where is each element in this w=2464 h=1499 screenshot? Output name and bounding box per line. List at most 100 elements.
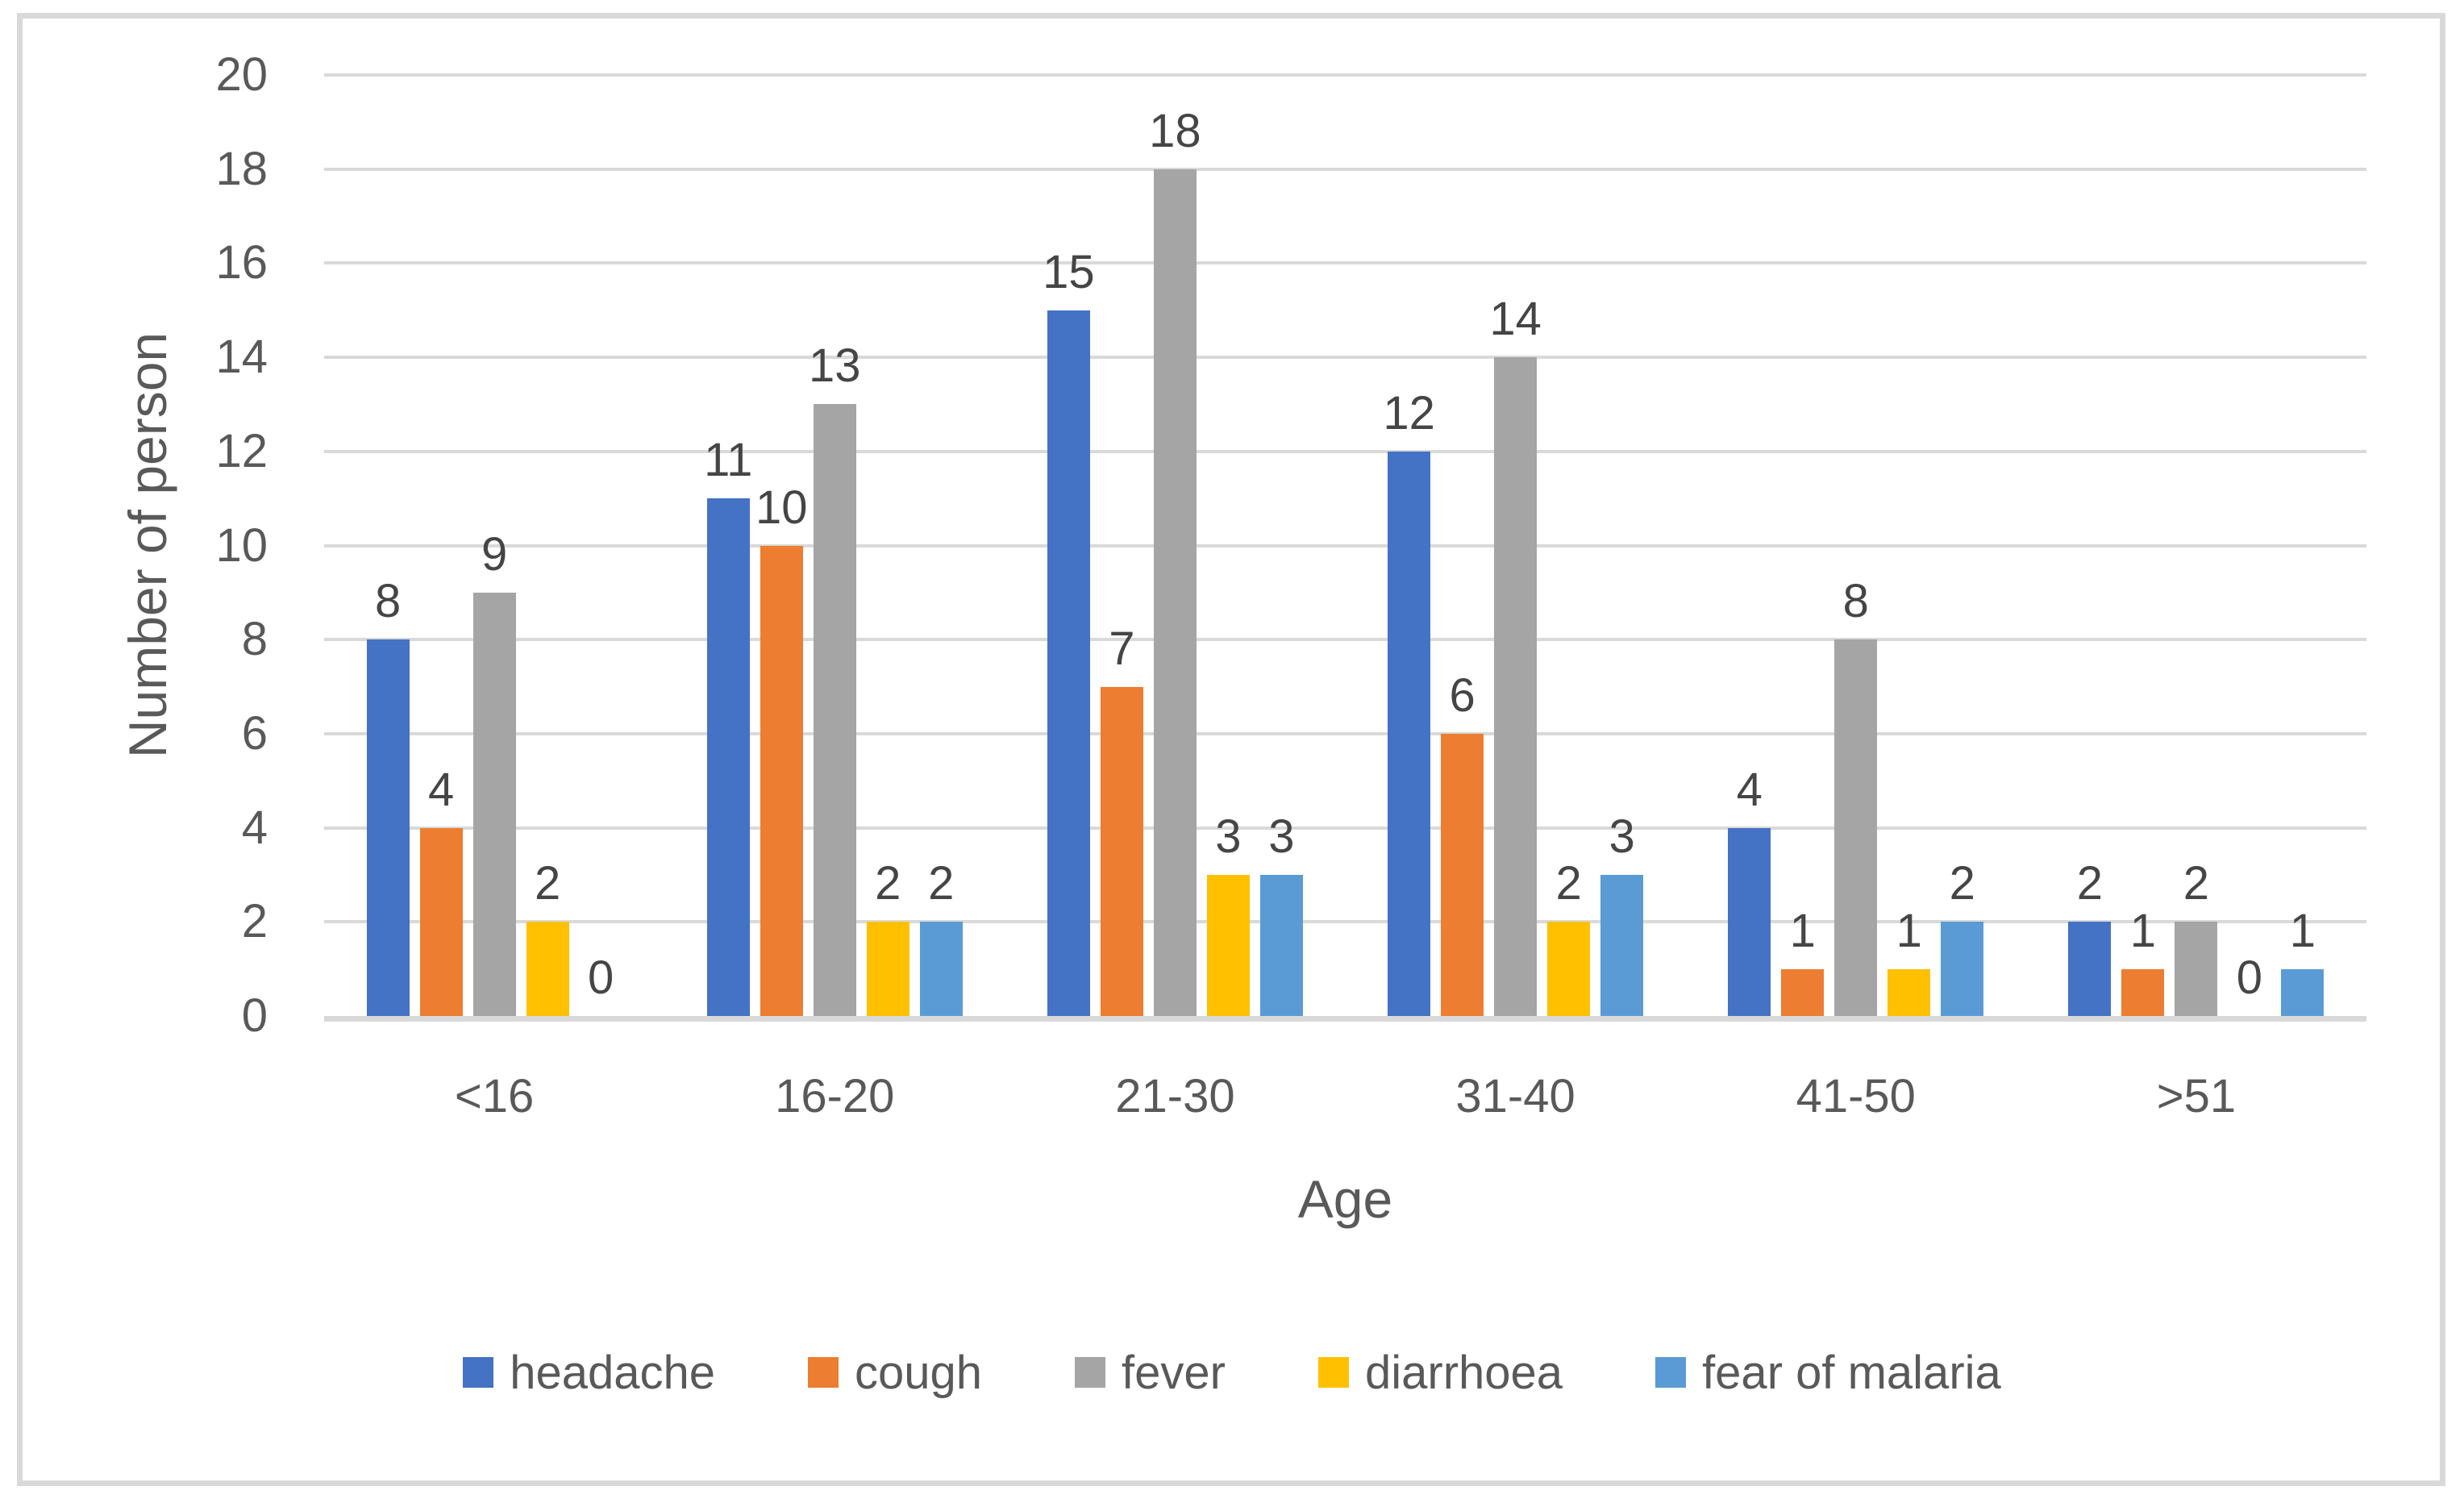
gridline (324, 449, 2366, 453)
y-tick-label: 4 (241, 801, 268, 854)
bar-slot: 2 (919, 75, 963, 1016)
category-group: 11 10 13 2 2 (664, 75, 1005, 1016)
gridline (324, 261, 2366, 265)
bar-slot: 2 (2175, 75, 2218, 1016)
y-tick-label: 8 (241, 613, 268, 666)
bar-headache (706, 498, 750, 1016)
bar-slot: 1 (2121, 75, 2165, 1016)
bar-fever (813, 404, 856, 1016)
legend-item-diarrhoea: diarrhoea (1318, 1346, 1563, 1400)
bar-slot: 13 (809, 75, 861, 1016)
bar-fear-of-malaria (1259, 874, 1303, 1016)
y-tick-label: 18 (215, 142, 268, 195)
bar-fever (2175, 922, 2218, 1016)
data-label: 3 (1268, 810, 1295, 863)
y-tick-label: 0 (241, 989, 268, 1042)
data-label: 1 (2129, 904, 2157, 957)
legend-item-fear-of-malaria: fear of malaria (1655, 1346, 2001, 1400)
data-label: 11 (704, 434, 753, 487)
bar-headache (1388, 451, 1431, 1016)
x-category-label: <16 (454, 1070, 535, 1122)
legend-swatch (1075, 1357, 1106, 1388)
data-label: 18 (1149, 104, 1201, 157)
data-label: 0 (587, 951, 614, 1004)
data-label: 10 (755, 481, 808, 534)
legend: headache cough fever diarrhoea fear of malar… (0, 1340, 2464, 1405)
legend-item-headache: headache (463, 1346, 715, 1400)
bar-fear-of-malaria (2281, 968, 2325, 1016)
bar-slot: 1 (2281, 75, 2325, 1016)
legend-item-cough: cough (808, 1346, 982, 1400)
data-label: 9 (481, 527, 508, 581)
bar-headache (1728, 827, 1771, 1016)
bar-slot: 9 (472, 75, 516, 1016)
data-label: 3 (1609, 810, 1635, 863)
bar-slot: 2 (2068, 75, 2112, 1016)
data-label: 1 (1896, 904, 1922, 957)
bar-slot: 1 (1781, 75, 1825, 1016)
legend-label: fear of malaria (1702, 1346, 2001, 1399)
bar-fear-of-malaria (1600, 874, 1644, 1016)
y-tick-label: 20 (215, 48, 268, 101)
bar-diarrhoea (1206, 874, 1250, 1016)
data-label: 4 (427, 763, 455, 816)
category-group: 15 7 18 3 3 (1005, 75, 1345, 1016)
data-label: 8 (1842, 575, 1869, 628)
gridline (324, 731, 2366, 735)
x-category-label: 31-40 (1455, 1070, 1575, 1122)
x-category-label: >51 (2156, 1070, 2237, 1122)
data-label: 2 (875, 857, 901, 910)
bar-slot: 15 (1043, 75, 1095, 1016)
bar-fever (472, 592, 516, 1016)
bar-slot: 0 (2228, 75, 2270, 1016)
bar-cough (1781, 968, 1825, 1016)
bar-slot: 2 (1941, 75, 1984, 1016)
bar-slot: 8 (1834, 75, 1878, 1016)
bar-slot: 12 (1383, 75, 1435, 1016)
legend-swatch (808, 1357, 839, 1388)
data-label: 2 (2183, 857, 2210, 910)
bar-diarrhoea (526, 922, 569, 1016)
data-label: 6 (1449, 668, 1475, 722)
legend-swatch (1318, 1357, 1349, 1388)
bar-diarrhoea (1547, 922, 1591, 1016)
bar-slot: 2 (526, 75, 569, 1016)
y-tick-label: 14 (215, 331, 268, 384)
data-label: 4 (1736, 763, 1763, 816)
gridline (324, 638, 2366, 642)
plot-groups: 8 4 9 2 0 11 10 13 2 2 15 7 18 3 3 12 6 14 2 3 4 1 8 1 2 2 1 2 0 1 (324, 75, 2366, 1016)
bar-slot: 4 (1728, 75, 1771, 1016)
data-label: 1 (2289, 904, 2316, 957)
bar-slot: 11 (704, 75, 753, 1016)
bar-slot: 2 (1547, 75, 1591, 1016)
gridline (324, 543, 2366, 548)
bar-slot: 14 (1489, 75, 1542, 1016)
bar-slot: 18 (1149, 75, 1201, 1016)
bar-cough (1441, 733, 1484, 1016)
data-label: 7 (1109, 622, 1135, 675)
y-tick-label: 16 (215, 236, 268, 289)
bar-fever (1834, 639, 1878, 1016)
legend-swatch (1655, 1357, 1687, 1388)
gridline (324, 920, 2366, 924)
gridline (324, 826, 2366, 830)
bar-slot: 10 (755, 75, 808, 1016)
data-label: 13 (808, 339, 861, 393)
bar-slot: 8 (366, 75, 410, 1016)
bar-headache (2068, 922, 2112, 1016)
bar-fever (1153, 169, 1197, 1016)
bar-slot: 0 (580, 75, 622, 1016)
bar-cough (419, 827, 463, 1016)
x-axis-title: Age (1297, 1169, 1393, 1229)
bar-slot: 3 (1206, 75, 1250, 1016)
y-tick-label: 2 (241, 895, 268, 948)
legend-label: diarrhoea (1365, 1346, 1563, 1399)
data-label: 15 (1043, 245, 1095, 298)
data-label: 0 (2236, 951, 2263, 1004)
plot-area: 8 4 9 2 0 11 10 13 2 2 15 7 18 3 3 12 6 14 2 3 4 1 8 1 2 2 1 2 0 1 (324, 73, 2366, 1022)
bar-slot: 2 (866, 75, 909, 1016)
bar-fear-of-malaria (919, 922, 963, 1016)
bar-slot: 6 (1441, 75, 1484, 1016)
